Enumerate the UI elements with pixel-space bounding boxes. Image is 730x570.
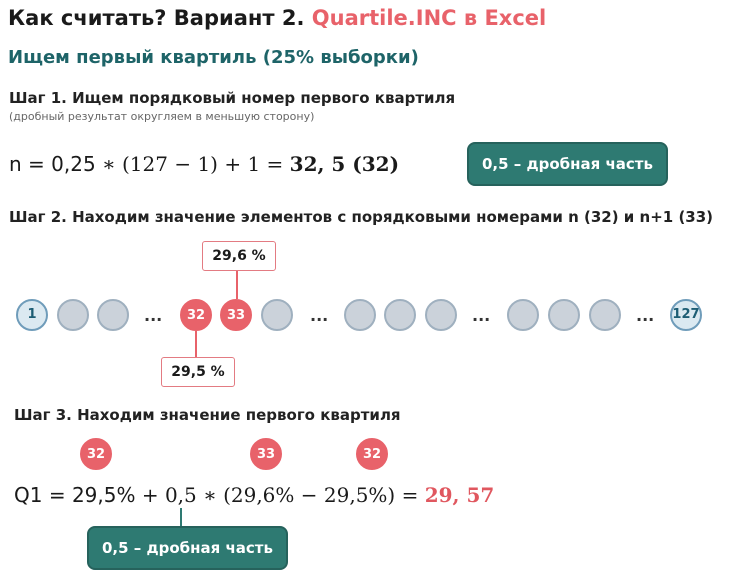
ellipsis: ... xyxy=(636,306,655,325)
callout-connector-top xyxy=(236,271,238,299)
element xyxy=(548,299,580,331)
ellipsis: ... xyxy=(472,306,491,325)
ellipsis: ... xyxy=(310,306,329,325)
step1-formula-result: 32, 5 (32) xyxy=(289,152,400,176)
fraction-badge-step1: 0,5 – дробная часть xyxy=(467,142,668,186)
step1-formula-prefix: n = 0,25 xyxy=(9,152,103,176)
element-n: 32 xyxy=(180,299,212,331)
element xyxy=(97,299,129,331)
element xyxy=(261,299,293,331)
callout-connector-bottom xyxy=(195,331,197,357)
step3-formula: Q1 = 29,5% + 0,5 ∗ (29,6% − 29,5%) = 29,… xyxy=(14,483,494,507)
marker-32-second: 32 xyxy=(356,438,388,470)
title-accent: Quartile.INC в Excel xyxy=(311,6,547,30)
element-first: 1 xyxy=(16,299,48,331)
page-subtitle: Ищем первый квартиль (25% выборки) xyxy=(8,47,419,68)
step1-heading: Шаг 1. Ищем порядковый номер первого ква… xyxy=(9,89,456,107)
element xyxy=(384,299,416,331)
element-last: 127 xyxy=(670,299,702,331)
callout-value-33: 29,6 % xyxy=(202,241,276,271)
step3-formula-prefix: Q1 = 29,5% xyxy=(14,483,136,507)
callout-value-32: 29,5 % xyxy=(161,357,235,387)
badge-connector xyxy=(180,508,182,530)
element xyxy=(57,299,89,331)
step2-heading: Шаг 2. Находим значение элементов с поря… xyxy=(9,208,714,226)
marker-33: 33 xyxy=(250,438,282,470)
step3-heading: Шаг 3. Находим значение первого квартиля xyxy=(14,406,401,424)
step3-formula-body: + 0,5 ∗ (29,6% − 29,5%) = xyxy=(135,483,425,507)
element xyxy=(344,299,376,331)
step1-note: (дробный результат округляем в меньшую с… xyxy=(9,110,315,123)
ellipsis: ... xyxy=(144,306,163,325)
element xyxy=(589,299,621,331)
fraction-badge-step3: 0,5 – дробная часть xyxy=(87,526,288,570)
element xyxy=(507,299,539,331)
element-n-plus-1: 33 xyxy=(220,299,252,331)
title-main: Как считать? Вариант 2. xyxy=(8,6,305,30)
marker-32: 32 xyxy=(80,438,112,470)
step1-formula: n = 0,25 ∗ (127 − 1) + 1 = 32, 5 (32) xyxy=(9,152,399,176)
page-title: Как считать? Вариант 2. Quartile.INC в E… xyxy=(8,6,546,30)
step3-formula-result: 29, 57 xyxy=(424,483,495,507)
element xyxy=(425,299,457,331)
step1-formula-body: ∗ (127 − 1) + 1 = xyxy=(102,152,290,176)
